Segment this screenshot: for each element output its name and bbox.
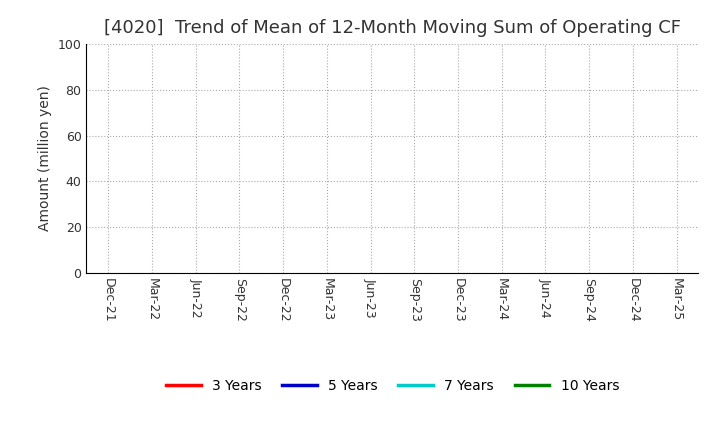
Y-axis label: Amount (million yen): Amount (million yen): [38, 85, 52, 231]
Legend: 3 Years, 5 Years, 7 Years, 10 Years: 3 Years, 5 Years, 7 Years, 10 Years: [161, 374, 624, 399]
Title: [4020]  Trend of Mean of 12-Month Moving Sum of Operating CF: [4020] Trend of Mean of 12-Month Moving …: [104, 19, 681, 37]
